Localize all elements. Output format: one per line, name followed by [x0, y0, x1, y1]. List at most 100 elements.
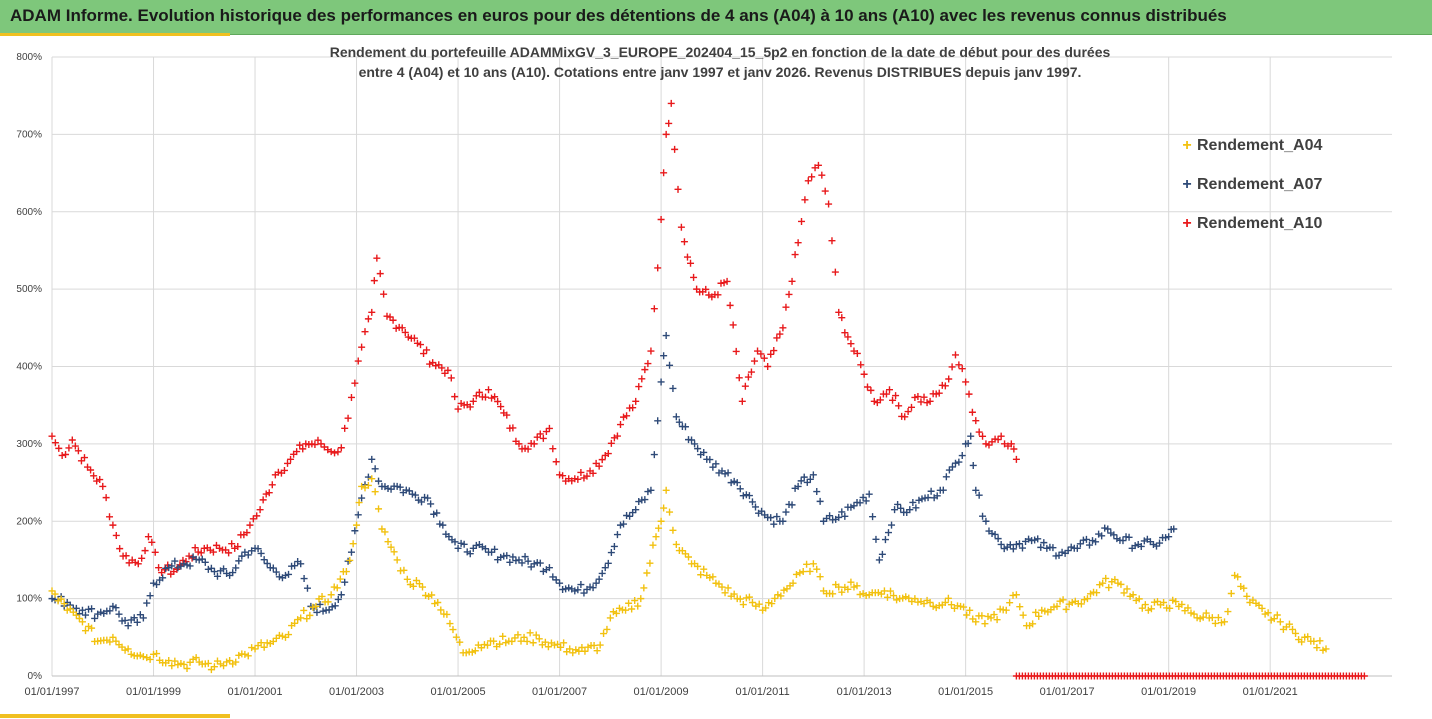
data-point	[632, 397, 640, 405]
data-point	[1150, 598, 1158, 606]
data-point	[927, 487, 935, 495]
data-point	[248, 644, 256, 652]
data-point	[1166, 604, 1174, 612]
data-point	[381, 528, 389, 536]
data-point	[1169, 596, 1177, 604]
data-point	[494, 397, 502, 405]
data-point	[134, 560, 142, 568]
data-point	[958, 452, 966, 460]
data-point	[941, 598, 949, 606]
data-point	[841, 512, 849, 520]
data-point	[168, 662, 176, 670]
data-point	[488, 394, 496, 402]
data-point	[1077, 600, 1085, 608]
data-point	[297, 560, 305, 568]
data-point	[398, 324, 406, 332]
data-point	[174, 661, 182, 669]
chart-legend: + Rendement_A04 + Rendement_A07 + Rendem…	[1180, 126, 1322, 243]
data-point	[641, 366, 649, 374]
data-point	[741, 382, 749, 390]
data-point	[1105, 584, 1113, 592]
data-point	[870, 397, 878, 405]
data-point	[924, 494, 932, 502]
data-point	[551, 641, 558, 649]
data-point	[598, 456, 606, 464]
data-point	[894, 500, 902, 508]
data-point	[1006, 599, 1014, 607]
data-point	[813, 565, 821, 573]
data-point	[972, 618, 980, 626]
data-point	[889, 396, 897, 404]
data-point	[1056, 597, 1064, 605]
data-point	[1190, 610, 1198, 618]
data-point	[243, 529, 251, 537]
data-point	[1214, 614, 1222, 622]
data-point	[1255, 601, 1263, 609]
data-point	[297, 614, 305, 622]
data-point	[97, 608, 105, 616]
data-point	[577, 581, 585, 589]
data-point	[750, 357, 758, 365]
data-point	[216, 544, 223, 552]
data-point	[133, 652, 141, 660]
data-point	[180, 560, 188, 568]
data-point	[669, 384, 677, 392]
data-point	[929, 602, 937, 610]
data-point	[987, 614, 995, 622]
data-point	[1165, 533, 1173, 541]
data-point	[506, 558, 514, 566]
data-point	[726, 301, 734, 309]
data-point	[901, 413, 909, 421]
data-point	[814, 161, 822, 169]
data-point	[511, 634, 519, 642]
data-point	[515, 440, 523, 448]
data-point	[904, 408, 912, 416]
data-point	[583, 472, 591, 480]
data-point	[1073, 544, 1081, 552]
data-point	[818, 171, 826, 179]
data-point	[344, 414, 352, 422]
data-point	[48, 595, 56, 603]
data-point	[384, 538, 392, 546]
data-point	[650, 305, 658, 313]
data-point	[124, 645, 132, 653]
data-point	[371, 465, 379, 473]
data-point	[392, 324, 400, 332]
data-point	[691, 440, 699, 448]
data-point	[632, 506, 640, 514]
data-point	[334, 448, 342, 456]
x-tick-label: 01/01/2007	[532, 686, 587, 698]
data-point	[975, 428, 983, 436]
data-point	[207, 564, 215, 572]
x-tick-label: 01/01/2011	[735, 686, 789, 698]
data-point	[631, 597, 639, 605]
data-point	[173, 565, 181, 573]
data-point	[376, 270, 384, 278]
data-point	[361, 328, 369, 336]
data-point	[1217, 619, 1225, 627]
data-point	[341, 578, 349, 586]
data-point	[665, 119, 673, 127]
data-point	[800, 473, 808, 481]
data-point	[539, 434, 547, 442]
data-point	[1055, 551, 1063, 559]
data-point	[569, 649, 577, 657]
y-tick-label: 500%	[16, 284, 42, 295]
data-point	[657, 215, 665, 223]
data-point	[727, 479, 735, 487]
data-point	[1273, 611, 1281, 619]
data-point	[581, 647, 589, 655]
data-point	[405, 487, 413, 495]
data-point	[259, 496, 267, 504]
legend-label-a04: Rendement_A04	[1197, 136, 1323, 154]
data-point	[1032, 608, 1040, 616]
data-point	[74, 447, 82, 455]
data-point	[1082, 535, 1090, 543]
data-point	[281, 571, 289, 579]
data-point	[225, 549, 233, 557]
data-point	[144, 533, 152, 541]
data-point	[941, 382, 949, 390]
data-point	[747, 368, 755, 376]
data-point	[396, 483, 404, 491]
data-point	[788, 277, 796, 285]
